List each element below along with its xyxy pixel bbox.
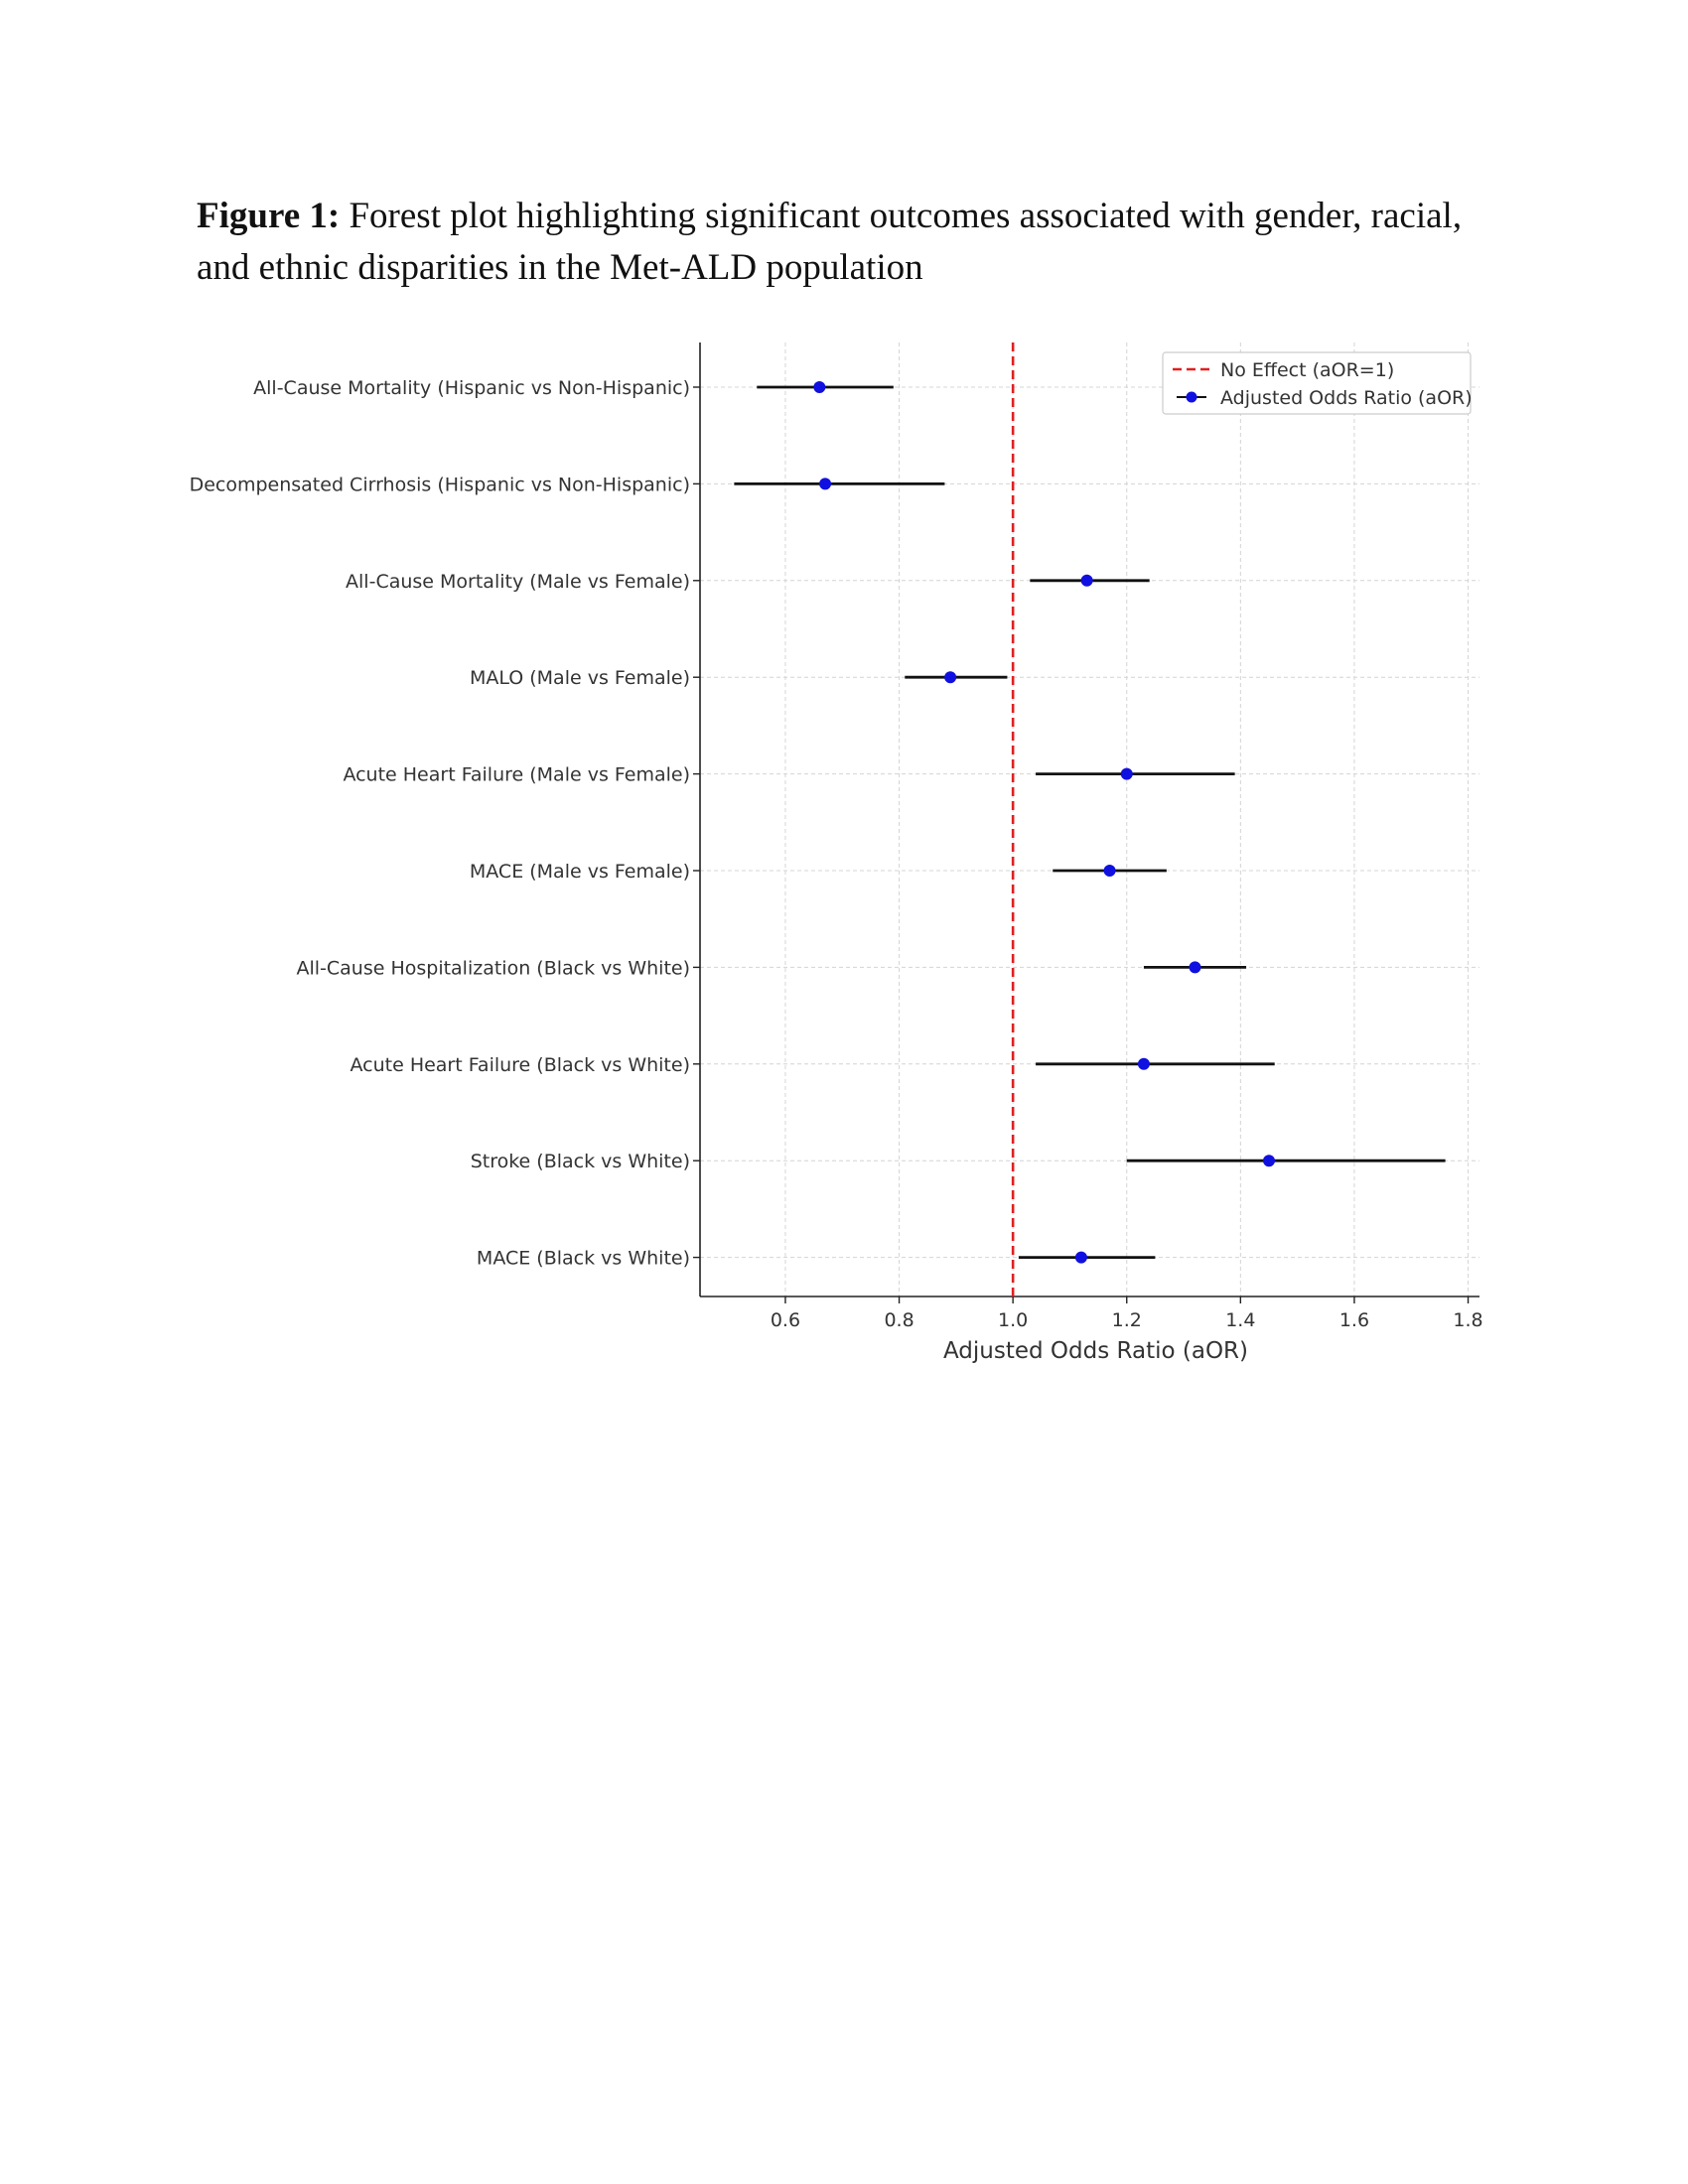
aor-point (813, 381, 826, 393)
y-tick-label: Acute Heart Failure (Male vs Female) (343, 764, 690, 786)
aor-point (1120, 767, 1133, 780)
x-tick-label: 1.0 (998, 1309, 1028, 1331)
aor-point (1189, 961, 1201, 974)
aor-point (1080, 574, 1093, 587)
aor-point (944, 671, 957, 684)
x-tick-label: 1.4 (1225, 1309, 1255, 1331)
y-tick-label: Stroke (Black vs White) (471, 1151, 690, 1172)
y-tick-label: MALO (Male vs Female) (470, 667, 690, 689)
legend-entry-aor: Adjusted Odds Ratio (aOR) (1220, 387, 1473, 409)
legend-box (1162, 351, 1472, 415)
legend-entry-reference: No Effect (aOR=1) (1220, 359, 1394, 381)
figure-caption-text: Forest plot highlighting significant out… (197, 196, 1463, 288)
x-axis-label: Adjusted Odds Ratio (aOR) (943, 1338, 1248, 1364)
y-tick-label: MACE (Male vs Female) (470, 861, 690, 883)
y-tick-label: All-Cause Mortality (Hispanic vs Non-His… (253, 377, 690, 399)
x-tick-label: 1.6 (1339, 1309, 1369, 1331)
x-tick-label: 1.2 (1112, 1309, 1142, 1331)
aor-point (819, 478, 832, 490)
x-tick-label: 0.6 (771, 1309, 800, 1331)
x-tick-label: 1.8 (1453, 1309, 1482, 1331)
aor-point (1074, 1251, 1087, 1264)
y-tick-label: Acute Heart Failure (Black vs White) (350, 1054, 690, 1076)
aor-point (1137, 1057, 1150, 1070)
y-tick-label: All-Cause Mortality (Male vs Female) (346, 571, 690, 593)
x-tick-label: 0.8 (884, 1309, 914, 1331)
aor-point (1262, 1155, 1275, 1167)
y-tick-label: MACE (Black vs White) (477, 1248, 690, 1270)
figure-caption: Figure 1: Forest plot highlighting signi… (197, 191, 1507, 294)
y-tick-label: Decompensated Cirrhosis (Hispanic vs Non… (190, 474, 690, 495)
legend-aor-swatch-point (1186, 391, 1197, 403)
aor-point (1103, 865, 1116, 877)
figure-caption-label: Figure 1: (197, 196, 341, 236)
y-tick-label: All-Cause Hospitalization (Black vs Whit… (296, 957, 690, 979)
